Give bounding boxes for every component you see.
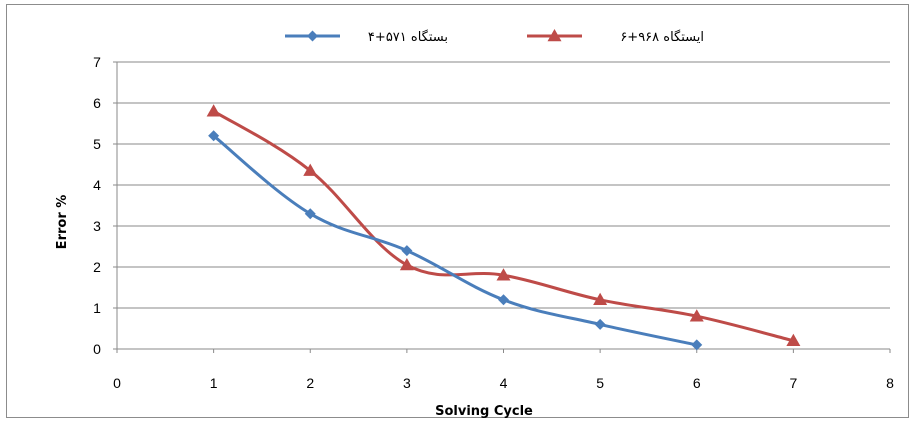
legend-item-1: بستگاه ۵۷۱+۴	[285, 29, 448, 45]
legend-label: بستگاه ۵۷۱+۴	[368, 29, 448, 45]
data-point	[303, 163, 318, 176]
data-point	[691, 339, 703, 351]
y-tick-label: 3	[93, 218, 101, 234]
data-point	[304, 208, 316, 220]
x-tick-label: 5	[596, 375, 604, 391]
x-tick-label: 3	[403, 375, 411, 391]
legend-marker	[547, 29, 562, 42]
legend-marker	[307, 30, 318, 42]
data-point	[498, 294, 509, 306]
series-1	[208, 130, 703, 351]
y-tick-label: 0	[93, 341, 101, 357]
y-tick-label: 7	[93, 54, 101, 70]
data-point	[208, 130, 220, 142]
legend: بستگاه ۵۷۱+۴ ایستگاه ۹۶۸+۶	[285, 29, 704, 45]
y-tick-label: 1	[93, 300, 101, 316]
data-point	[689, 309, 704, 322]
gridlines	[117, 61, 890, 309]
x-axis-title: Solving Cycle	[435, 404, 533, 419]
data-point	[593, 292, 608, 306]
series-group	[206, 104, 801, 351]
data-point	[206, 104, 221, 117]
x-tick-labels: 0 1 2 3 4 5 6 7 8	[113, 375, 894, 391]
data-point	[401, 245, 413, 257]
x-tick-label: 1	[210, 375, 218, 391]
y-tick-label: 5	[93, 136, 101, 152]
y-tick-label: 6	[93, 95, 101, 111]
data-point	[786, 333, 801, 347]
data-point	[399, 257, 414, 271]
x-tick-label: 8	[886, 375, 894, 391]
legend-item-2: ایستگاه ۹۶۸+۶	[527, 29, 704, 45]
x-tick-label: 7	[789, 375, 797, 391]
y-tick-label: 4	[93, 177, 101, 193]
x-tick-label: 4	[500, 375, 508, 391]
data-point	[594, 318, 606, 330]
series-2	[206, 104, 801, 347]
x-tick-label: 2	[306, 375, 314, 391]
y-tick-labels: 0 1 2 3 4 5 6 7	[93, 54, 101, 357]
y-tick-label: 2	[93, 259, 101, 275]
data-point	[496, 268, 511, 281]
x-tick-label: 6	[693, 375, 701, 391]
axes	[113, 61, 891, 353]
y-axis-title: Error %	[55, 195, 70, 250]
series-line	[212, 134, 699, 347]
legend-label: ایستگاه ۹۶۸+۶	[620, 29, 704, 45]
x-tick-label: 0	[113, 375, 121, 391]
